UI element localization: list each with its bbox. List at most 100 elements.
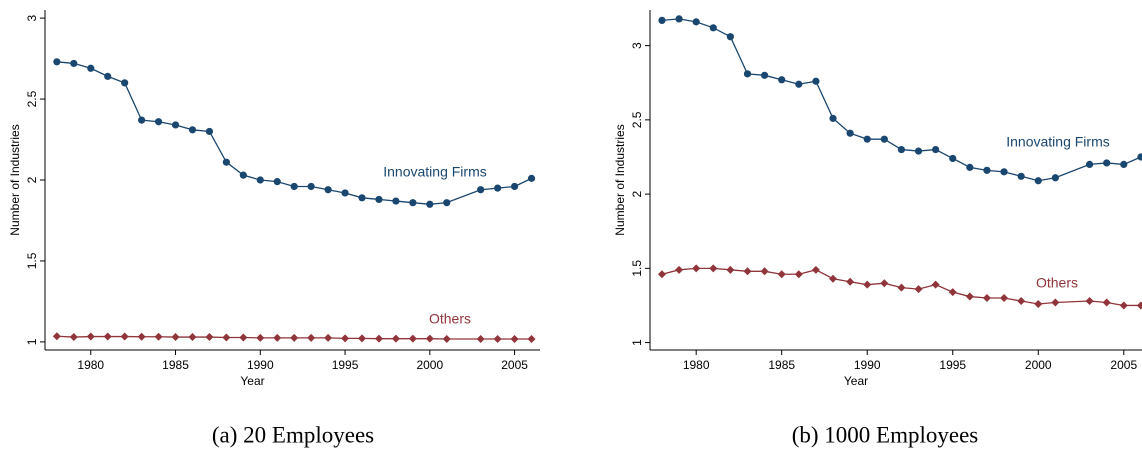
point <box>477 186 485 194</box>
point <box>1051 298 1060 307</box>
point <box>914 147 923 155</box>
y-tick-label: 1 <box>25 338 39 345</box>
point <box>290 182 298 191</box>
point <box>104 72 112 80</box>
series-label: Innovating Firms <box>1006 134 1109 150</box>
point <box>983 166 991 174</box>
caption: (b) 1000 Employees <box>792 422 979 447</box>
point <box>829 114 837 122</box>
point <box>510 334 519 343</box>
point <box>1017 297 1026 306</box>
point <box>408 334 417 343</box>
point <box>778 76 786 84</box>
y-tick-label: 3 <box>630 42 644 49</box>
point <box>52 332 61 341</box>
point <box>931 280 940 289</box>
point <box>692 264 701 273</box>
point <box>760 267 769 276</box>
point <box>658 16 666 24</box>
point <box>880 279 889 288</box>
point <box>443 199 451 207</box>
y-tick-label: 3 <box>25 14 39 21</box>
series-label: Others <box>429 311 471 327</box>
point <box>846 129 854 137</box>
point <box>863 280 872 289</box>
point <box>171 121 180 129</box>
point <box>726 265 735 274</box>
point <box>777 270 786 279</box>
y-tick-label: 2 <box>25 176 39 183</box>
point <box>949 154 957 163</box>
point <box>425 334 434 343</box>
point <box>188 333 197 342</box>
x-tick-label: 1985 <box>162 358 189 372</box>
point <box>341 189 349 197</box>
y-tick-label: 2.5 <box>630 111 644 128</box>
point <box>392 197 400 205</box>
point <box>69 333 78 342</box>
point <box>1119 301 1128 310</box>
series-label: Innovating Firms <box>383 164 486 180</box>
point <box>409 199 417 207</box>
y-axis-label: Number of Industries <box>613 124 627 235</box>
point <box>205 333 214 342</box>
y-tick-label: 2 <box>630 190 644 197</box>
series-line <box>56 335 532 340</box>
point <box>239 171 247 179</box>
point <box>375 195 383 204</box>
point <box>86 332 95 341</box>
point <box>476 334 485 343</box>
x-axis-label: Year <box>844 374 868 388</box>
point <box>527 334 536 343</box>
point <box>1034 299 1043 308</box>
point <box>391 334 400 343</box>
point <box>743 70 752 78</box>
point <box>121 79 129 87</box>
point <box>70 59 78 68</box>
point <box>965 292 974 301</box>
point <box>1137 153 1142 161</box>
point <box>188 126 197 134</box>
point <box>709 264 718 273</box>
point <box>527 174 536 182</box>
point <box>897 283 906 292</box>
point <box>154 118 163 126</box>
x-tick-label: 1995 <box>332 358 359 372</box>
x-tick-label: 2005 <box>501 358 528 372</box>
point <box>1034 177 1042 185</box>
point <box>1103 159 1111 167</box>
x-tick-label: 1980 <box>683 358 710 372</box>
point <box>880 135 888 143</box>
point <box>442 334 451 343</box>
x-tick-label: 1995 <box>939 358 966 372</box>
x-tick-label: 2000 <box>1025 358 1052 372</box>
x-tick-label: 1980 <box>77 358 104 372</box>
point <box>494 184 502 192</box>
point <box>273 333 282 342</box>
point <box>324 186 332 194</box>
point <box>205 127 214 136</box>
y-tick-label: 1 <box>630 339 644 346</box>
point <box>1085 160 1094 169</box>
point <box>426 200 434 208</box>
point <box>239 333 248 342</box>
x-tick-label: 1990 <box>247 358 274 372</box>
point <box>137 332 146 341</box>
point <box>675 265 684 274</box>
point <box>982 294 991 303</box>
point <box>760 71 769 79</box>
point <box>966 163 974 171</box>
point <box>138 116 146 124</box>
series-label: Others <box>1036 275 1078 291</box>
point <box>743 267 752 276</box>
point <box>1085 297 1094 306</box>
point <box>374 334 383 343</box>
point <box>692 18 700 26</box>
point <box>256 333 265 342</box>
point <box>154 332 163 341</box>
point <box>726 33 734 41</box>
point <box>657 270 666 279</box>
point <box>1000 294 1009 303</box>
point <box>324 333 333 342</box>
